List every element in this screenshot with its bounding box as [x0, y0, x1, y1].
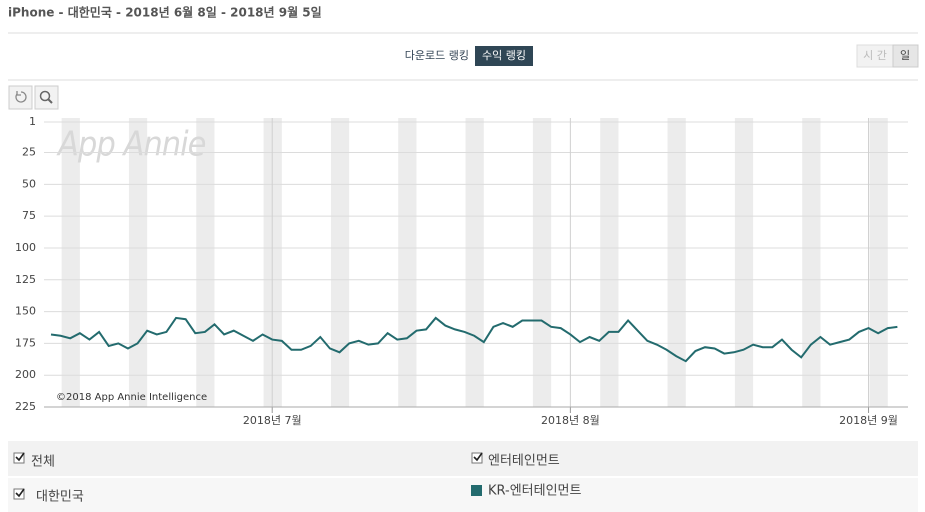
x-tick-label: 2018년 7월	[243, 414, 302, 427]
y-tick-label: 175	[15, 336, 36, 349]
weekend-band	[128, 118, 148, 407]
weekend-band	[667, 118, 686, 407]
weekend-band	[465, 118, 484, 407]
weekend-band	[802, 118, 821, 407]
y-tick-label: 150	[15, 305, 36, 318]
weekend-band	[734, 118, 754, 407]
weekend-band	[600, 118, 619, 407]
filter-label[interactable]: 대한민국	[36, 490, 84, 505]
y-tick-label: 100	[15, 241, 36, 254]
filter-label[interactable]: 전체	[31, 455, 55, 470]
checkbox[interactable]	[13, 488, 25, 500]
y-tick-label: 25	[22, 146, 36, 159]
revenue-tab[interactable]: 수익 랭킹	[482, 49, 526, 62]
weekend-band	[398, 118, 417, 407]
download-tab[interactable]: 다운로드 랭킹	[405, 49, 469, 62]
weekend-band	[263, 118, 282, 407]
zoom-icon	[39, 90, 51, 102]
checkbox[interactable]	[13, 452, 25, 464]
y-tick-label: 125	[15, 273, 36, 286]
y-tick-label: 200	[15, 368, 36, 381]
x-tick-label: 2018년 8월	[541, 414, 600, 427]
reset-zoom[interactable]	[8, 85, 33, 110]
zoom-icon	[47, 98, 53, 104]
plot: App Annie12550751001251501752002252018년 …	[15, 115, 908, 427]
copyright: ©2018 App Annie Intelligence	[56, 392, 207, 403]
weekend-band	[532, 118, 552, 407]
watermark: App Annie	[56, 125, 206, 165]
revenue-tab-bg[interactable]	[475, 46, 533, 66]
weekend-band	[196, 118, 215, 407]
filter-row	[8, 478, 918, 512]
y-tick-label: 50	[22, 177, 36, 190]
day-button[interactable]	[892, 44, 919, 68]
checkmark	[15, 452, 483, 498]
page-title: iPhone - 대한민국 - 2018년 6월 8일 - 2018년 9월 5…	[8, 5, 322, 20]
y-tick-label: 1	[29, 115, 36, 128]
checkbox[interactable]	[471, 452, 483, 464]
weekend-band	[869, 118, 888, 407]
y-tick-label: 225	[15, 400, 36, 413]
day-label[interactable]: 일	[900, 48, 910, 62]
reset-icon	[15, 91, 27, 103]
filter-row	[8, 441, 918, 476]
y-tick-label: 75	[22, 209, 36, 222]
x-tick-label: 2018년 9월	[839, 414, 898, 427]
zoom-in[interactable]	[34, 85, 59, 110]
legend-swatch	[471, 485, 482, 496]
hour-label[interactable]: 시 간	[863, 49, 887, 62]
legend-label[interactable]: KR-엔터테인먼트	[488, 484, 582, 499]
filter-label[interactable]: 엔터테인먼트	[488, 454, 560, 469]
series-line	[50, 316, 898, 363]
weekend-band	[330, 118, 350, 407]
